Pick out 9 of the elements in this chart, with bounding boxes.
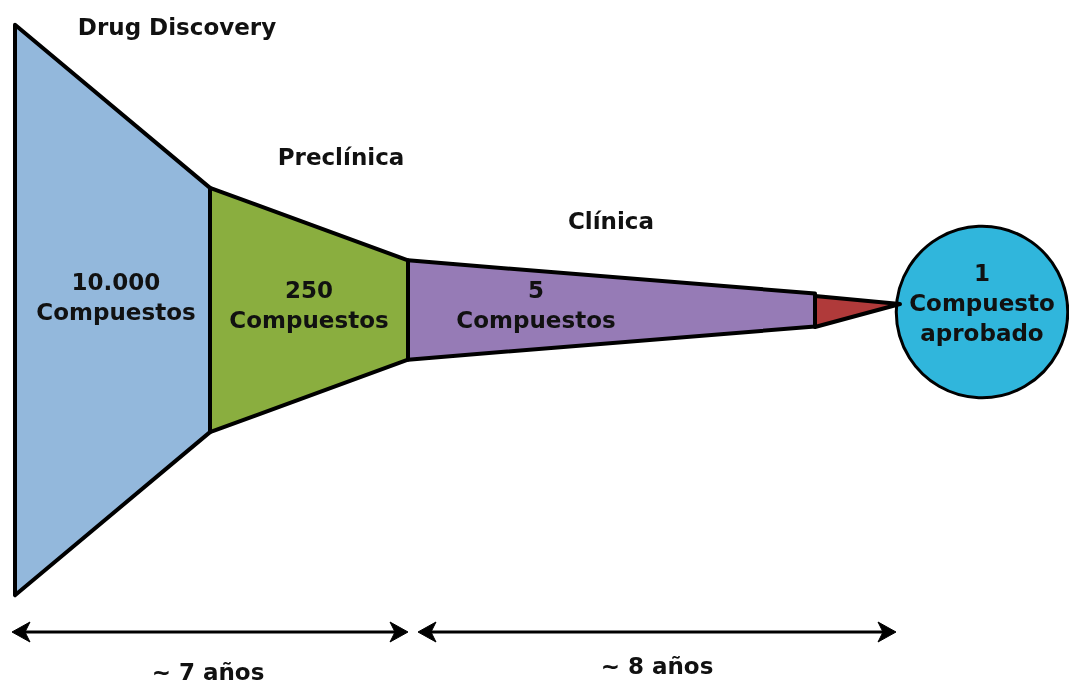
text: Drug Discovery bbox=[77, 14, 277, 40]
data-label: 5 Compuestos bbox=[456, 277, 616, 333]
text: ~ 8 años bbox=[600, 653, 714, 679]
data-label: 1 Compuesto aprobado bbox=[909, 260, 1055, 346]
data-label: 250 Compuestos bbox=[229, 277, 389, 333]
data-label: 10.000 Compuestos bbox=[36, 269, 196, 325]
text: ~ 7 años bbox=[151, 659, 265, 684]
text: Preclínica bbox=[277, 144, 405, 170]
text: Clínica bbox=[567, 208, 655, 234]
